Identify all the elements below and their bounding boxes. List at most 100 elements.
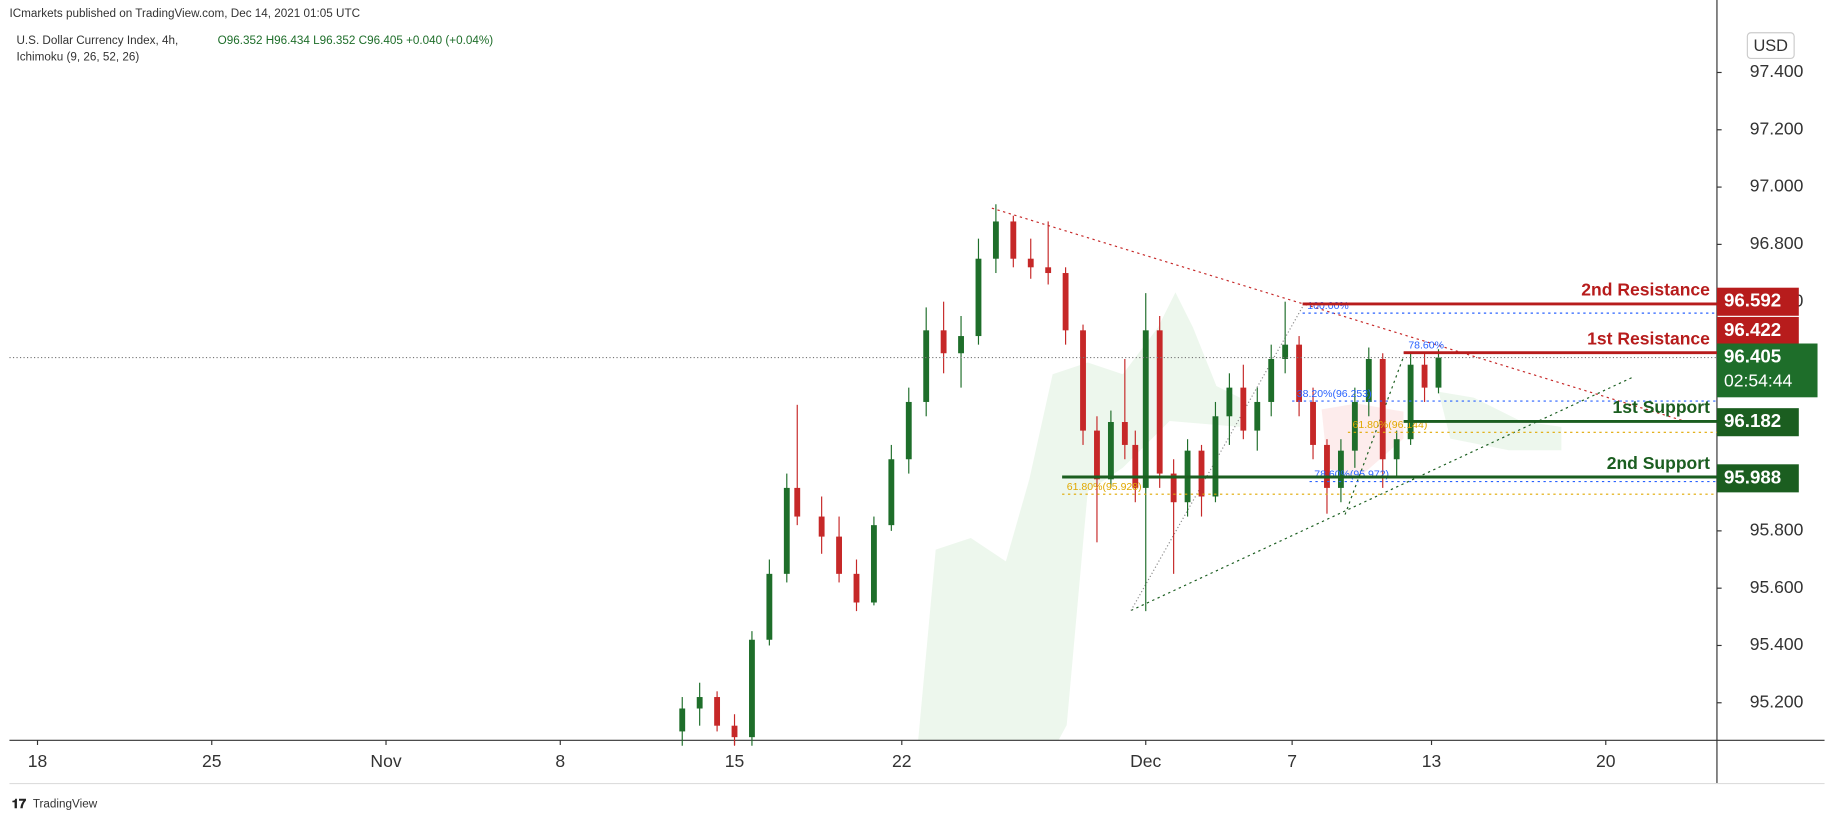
- level-name: 2nd Resistance: [1581, 280, 1710, 300]
- candle-body: [679, 708, 686, 732]
- candle-body: [1010, 221, 1017, 259]
- x-tick-label: 18: [28, 751, 48, 771]
- candle-body: [1027, 258, 1034, 268]
- trendline: [991, 207, 1685, 422]
- y-tick-label: 95.200: [1750, 691, 1804, 711]
- candle-body: [1268, 358, 1275, 402]
- candle-body: [905, 401, 912, 460]
- candle-body: [696, 697, 703, 709]
- candle-body: [1324, 444, 1330, 488]
- y-tick-label: 95.600: [1750, 577, 1804, 597]
- candle-body: [731, 725, 738, 738]
- x-tick-label: 7: [1287, 751, 1297, 771]
- price-tag-label: 96.592: [1724, 290, 1781, 311]
- candle-body: [766, 573, 773, 640]
- y-tick-label: 96.800: [1750, 233, 1804, 253]
- y-tick-label: 95.400: [1750, 634, 1804, 654]
- candle-body: [992, 221, 999, 259]
- candle-body: [1310, 401, 1316, 445]
- y-tick-label: 95.800: [1750, 520, 1804, 540]
- footer: TradingView: [33, 798, 98, 811]
- candle-body: [1337, 450, 1344, 488]
- candle-body: [1254, 401, 1261, 431]
- currency[interactable]: USD: [1753, 37, 1788, 55]
- candle-body: [1435, 357, 1442, 388]
- price-tag: [1716, 464, 1799, 493]
- candle-body: [1379, 358, 1386, 460]
- x-tick-label: 8: [555, 751, 565, 771]
- price-tag: [1716, 316, 1799, 346]
- ohlc: O96.352 H96.434 L96.352 C96.405 +0.040 (…: [218, 34, 494, 47]
- candle-body: [975, 258, 982, 337]
- x-tick-label: 22: [892, 751, 912, 771]
- price-tag-label: 95.988: [1724, 466, 1781, 487]
- y-tick-label: 97.400: [1750, 61, 1804, 81]
- candle-body: [958, 336, 964, 354]
- candle-body: [1080, 330, 1086, 431]
- publisher: ICmarkets published on TradingView.com, …: [9, 7, 360, 20]
- fib-label: 61.80%(95.928): [1067, 481, 1142, 493]
- last-price-tag: [1716, 343, 1818, 398]
- candle-body: [888, 459, 895, 526]
- trendline: [1130, 377, 1632, 612]
- candle-body: [1156, 330, 1163, 474]
- x-tick-label: 25: [202, 751, 222, 771]
- candle-body: [1351, 401, 1358, 451]
- price-tag-label: 96.182: [1724, 410, 1781, 431]
- fib-label: 78.60%: [1408, 339, 1444, 351]
- candle-body: [1226, 387, 1233, 417]
- countdown: 02:54:44: [1724, 371, 1792, 391]
- fib-label: 78.60%(95.972): [1314, 468, 1389, 480]
- candle-body: [1142, 330, 1149, 488]
- price-tag-label: 96.422: [1724, 319, 1781, 340]
- candle-body: [1407, 364, 1414, 440]
- trendline: [1344, 356, 1405, 515]
- candle-body: [940, 330, 947, 354]
- candle-body: [853, 573, 860, 603]
- candle-body: [1421, 364, 1428, 388]
- candle-body: [1198, 450, 1205, 497]
- x-tick-label: 20: [1596, 751, 1616, 771]
- x-tick-label: Nov: [370, 751, 401, 771]
- candle-body: [1121, 422, 1128, 445]
- last-price-label: 96.405: [1724, 345, 1781, 366]
- fib-label: 61.80%(96.144): [1353, 419, 1428, 431]
- x-tick-label: 13: [1422, 751, 1442, 771]
- candle-body: [1365, 358, 1372, 402]
- candle-body: [1107, 422, 1114, 480]
- candle-body: [783, 487, 790, 574]
- candle-body: [1062, 273, 1069, 331]
- level-name: 2nd Support: [1607, 453, 1710, 473]
- candle-body: [1240, 387, 1247, 431]
- price-tag: [1716, 287, 1799, 316]
- candle-body: [1393, 439, 1400, 460]
- candle-body: [714, 697, 721, 726]
- fib-label: 100.00%: [1307, 300, 1349, 312]
- candle-body: [1045, 267, 1052, 274]
- indicator: Ichimoku (9, 26, 52, 26): [16, 50, 139, 63]
- candle-body: [836, 536, 842, 574]
- candle-body: [749, 639, 755, 738]
- y-tick-label: 97.000: [1750, 176, 1804, 196]
- candle-body: [870, 525, 877, 603]
- candle-body: [1212, 416, 1219, 497]
- candle-body: [1094, 430, 1100, 480]
- fib-label: 38.20%(96.253): [1297, 388, 1372, 400]
- candle-body: [923, 330, 930, 402]
- symbol: U.S. Dollar Currency Index, 4h,: [16, 34, 178, 47]
- currency-box[interactable]: [1746, 32, 1795, 60]
- price-tag: [1716, 408, 1799, 437]
- candle-body: [1282, 344, 1289, 359]
- candle-body: [794, 487, 801, 517]
- candle-body: [1170, 473, 1177, 503]
- level-name: 1st Support: [1613, 397, 1711, 417]
- candle-body: [1296, 344, 1303, 402]
- candle-body: [1132, 444, 1139, 488]
- candle-body: [818, 516, 825, 537]
- logo: 𝟏𝟕: [12, 796, 27, 811]
- x-tick-label: 15: [725, 751, 745, 771]
- y-tick-label: 97.200: [1750, 118, 1804, 138]
- x-tick-label: Dec: [1130, 751, 1161, 771]
